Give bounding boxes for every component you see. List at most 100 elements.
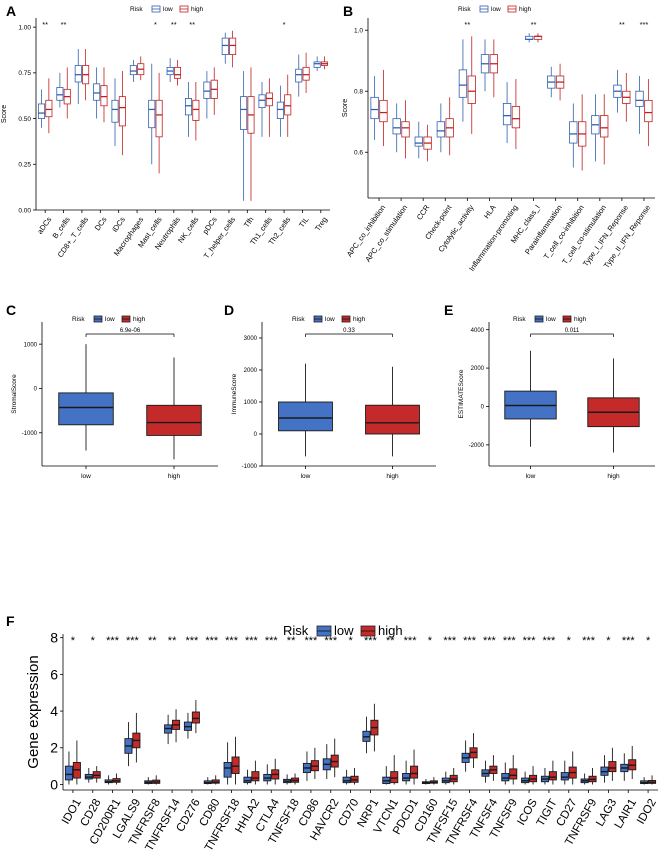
y-tick-label: 0 [254, 432, 258, 438]
box-low [635, 75, 644, 134]
y-axis-label: Score [1, 105, 8, 123]
y-axis-label: StromalScore [11, 374, 18, 414]
box-high [330, 738, 339, 778]
box-iqr [608, 761, 617, 773]
significance-mark: * [567, 635, 572, 647]
significance-mark: *** [126, 635, 140, 647]
significance-mark: ** [148, 635, 157, 647]
box-low [441, 771, 450, 785]
box-low [129, 60, 137, 82]
box-high [137, 56, 145, 81]
box-low [64, 751, 73, 785]
x-tick-label: high [386, 473, 399, 480]
significance-mark: ** [531, 20, 537, 29]
box-iqr [278, 401, 333, 432]
box-high [401, 100, 410, 159]
box-iqr [414, 136, 423, 147]
box-low [203, 777, 212, 785]
box-low [600, 755, 609, 783]
box-high [365, 366, 420, 457]
y-tick-label: 2000 [471, 366, 485, 372]
significance-mark: ** [168, 635, 177, 647]
x-tick-label: TIL [297, 215, 311, 229]
axes: -2000 0 2000 4000 ESTIMATEScore [458, 322, 655, 467]
legend-label-high: high [519, 6, 532, 13]
box-low [458, 39, 468, 122]
box-low [93, 67, 101, 119]
y-tick-label: 0 [34, 387, 38, 393]
box-low [421, 778, 430, 785]
box-low [342, 769, 351, 785]
box-high [370, 703, 379, 752]
significance-mark: * [606, 635, 611, 647]
panel-d-label: D [224, 302, 234, 318]
box-iqr [265, 92, 273, 107]
panel-letter: A [6, 3, 16, 19]
significance-mark: *** [304, 635, 318, 647]
box-high [251, 760, 260, 785]
x-tick-label: Tfh [242, 215, 256, 229]
significance-mark: ** [171, 20, 177, 29]
panel-a-label: A [6, 3, 16, 19]
boxes: IDO1*CD28*CD200R1***LGALS9***TNFRSF8**TN… [60, 635, 659, 850]
y-tick-label: 6 [50, 666, 58, 682]
box-low [221, 32, 229, 64]
significance-mark: *** [523, 635, 537, 647]
box-iqr [342, 776, 351, 784]
x-tick-label: CCR [415, 203, 432, 222]
y-tick-label: 1000 [24, 342, 38, 348]
box-iqr [284, 94, 292, 116]
x-tick-label: Treg [313, 215, 329, 233]
significance-mark: *** [503, 635, 517, 647]
box-iqr [392, 118, 401, 135]
panel-letter: D [224, 302, 234, 318]
box-high [92, 766, 101, 783]
box-low [521, 771, 530, 785]
significance-mark: * [283, 20, 286, 29]
significance-mark: ** [189, 20, 195, 29]
box-iqr [221, 37, 229, 55]
box-low [240, 71, 248, 201]
box-high [350, 767, 359, 785]
box-iqr [45, 99, 53, 118]
legend-label-high: high [574, 316, 587, 323]
box-high [112, 773, 121, 785]
axes: -1000 0 1000 2000 3000 ImmuneScore [231, 322, 436, 470]
box-low [263, 764, 272, 785]
box-high [489, 39, 498, 98]
box-low [504, 350, 557, 447]
pvalue-label: 0.33 [343, 328, 355, 334]
y-tick-label: 0.50 [18, 116, 31, 123]
significance-mark: *** [106, 635, 120, 647]
legend: Risk low high [513, 315, 587, 323]
box-low [382, 766, 391, 785]
box-high [63, 67, 71, 119]
box-low [276, 85, 284, 137]
y-axis-label: Score [342, 99, 349, 117]
significance-mark: *** [185, 635, 199, 647]
box-high [410, 749, 419, 785]
box-iqr [569, 121, 578, 144]
box-high [291, 773, 300, 785]
box-high [533, 33, 543, 43]
box-high [445, 97, 454, 156]
box-low [540, 767, 549, 785]
box-iqr [240, 96, 248, 130]
boxes: low high 0.33 [278, 328, 420, 480]
box-iqr [548, 771, 557, 781]
legend-label-low: low [546, 316, 556, 323]
box-high [173, 60, 182, 86]
box-iqr [203, 81, 211, 99]
box-high [210, 67, 218, 115]
legend: Risk low high [458, 5, 532, 13]
box-high [320, 56, 329, 70]
box-iqr [302, 66, 310, 81]
significance-mark: *** [483, 635, 497, 647]
box-high [45, 78, 53, 134]
box-high [72, 740, 81, 785]
x-tick-label: pDCs [201, 215, 219, 236]
significance-mark: *** [443, 635, 457, 647]
box-iqr [390, 771, 399, 784]
box-iqr [402, 773, 411, 782]
box-iqr [93, 83, 101, 101]
